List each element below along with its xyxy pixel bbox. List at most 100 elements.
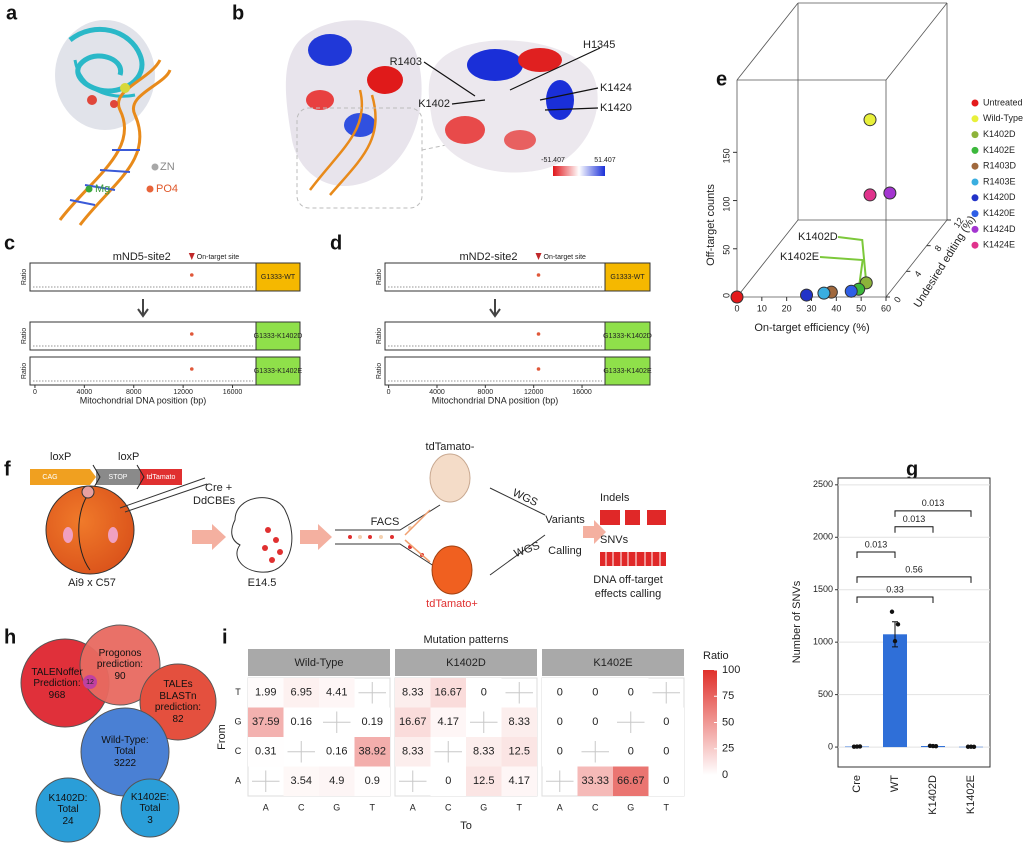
- y-label: Ratio: [376, 363, 383, 379]
- heat-cell: [319, 737, 355, 767]
- y-label: Ratio: [21, 328, 28, 344]
- on-target-marker: [535, 253, 542, 260]
- residue-label: R1403: [390, 56, 422, 68]
- x-tick-label: 12000: [524, 389, 544, 396]
- set-count: 24: [62, 815, 74, 827]
- y-tick-label: 4: [912, 269, 923, 279]
- residue-label: K1402: [418, 98, 450, 110]
- empty-cell-cross: [581, 741, 609, 763]
- set-count: 968: [48, 689, 66, 701]
- empty-cell-cross: [546, 770, 574, 792]
- cell-value: 37.59: [252, 716, 280, 728]
- x-tick-label: 20: [782, 303, 792, 313]
- legend-label: Mg: [95, 183, 110, 195]
- label: tdTamato: [147, 474, 176, 481]
- y-tick-label: 1500: [813, 584, 833, 594]
- x-tick-label: T: [664, 802, 670, 812]
- heat-cell: [248, 737, 284, 767]
- label: STOP: [109, 474, 128, 481]
- empty-cell-cross: [652, 682, 680, 704]
- cell-value: 0: [663, 775, 669, 787]
- track-label-box: [604, 321, 651, 351]
- panel-label: i: [222, 626, 228, 648]
- x-tick-label: C: [298, 802, 305, 812]
- cell-value: 38.92: [358, 746, 386, 758]
- replicate-point: [968, 744, 974, 749]
- cell-value: 66.67: [617, 775, 645, 787]
- empty-cell-cross: [358, 682, 386, 704]
- legend-label: Untreated: [983, 97, 1023, 107]
- legend-swatch: [971, 162, 979, 170]
- legend-label: K1402D: [983, 129, 1016, 139]
- on-target-dot: [189, 332, 194, 336]
- cell-value: 4.17: [509, 775, 530, 787]
- x-tick-label: 0: [33, 389, 37, 396]
- venn-set: Wild-Type: Total 3222: [95, 728, 155, 776]
- heat-cell: [430, 766, 466, 796]
- y-tick-label: 0: [892, 295, 903, 305]
- y-label: Ratio: [21, 363, 28, 379]
- heat-cell: [430, 678, 466, 708]
- y-axis-label: Undesired editing (%): [912, 214, 978, 310]
- z-tick-label: 0: [721, 293, 731, 298]
- panel-label: e: [716, 68, 727, 90]
- venn-set: K1402D: Total 24: [43, 790, 93, 830]
- facet-title: Wild-Type: [295, 657, 344, 669]
- bar: [883, 634, 907, 748]
- marker-label: On-target site: [197, 254, 240, 261]
- annotation-line: [837, 236, 868, 283]
- cell-value: 0: [663, 746, 669, 758]
- cell-value: 0.16: [326, 746, 347, 758]
- cell-value: 0: [628, 687, 634, 699]
- x-axis-label: Mitochondrial DNA position (bp): [432, 395, 559, 405]
- cell-value: 0: [592, 716, 598, 728]
- label: CAG: [42, 474, 57, 481]
- heat-cell: [542, 678, 578, 708]
- heat-cell: [354, 766, 390, 796]
- point: [800, 288, 814, 302]
- x-tick-label: Cre: [851, 775, 863, 793]
- legend-label: ZN: [160, 161, 175, 173]
- heat-cell: [395, 737, 431, 767]
- point: [863, 113, 877, 127]
- track-label-box: [604, 262, 651, 292]
- set-name: TALENoffer Prediction:: [31, 666, 83, 690]
- heat-cell: [319, 766, 355, 796]
- heat-cell: [283, 707, 319, 737]
- legend-swatch: [971, 210, 979, 218]
- colorbar-tick-label: 50: [722, 716, 734, 728]
- label: Cre +: [205, 482, 232, 494]
- cell-value: 0.19: [362, 716, 383, 728]
- heat-cell: [466, 737, 502, 767]
- panel-label: b: [232, 2, 244, 24]
- cell-value: 12.5: [473, 775, 494, 787]
- point: [883, 186, 897, 200]
- heat-cell: [248, 678, 284, 708]
- cell-value: 0: [663, 716, 669, 728]
- y-label: Ratio: [21, 269, 28, 285]
- heat-cell: [613, 737, 649, 767]
- y-axis-label: Number of SNVs: [791, 580, 803, 663]
- x-tick-label: G: [333, 802, 340, 812]
- empty-cell-cross: [252, 770, 280, 792]
- empty-cell-cross: [505, 682, 533, 704]
- significance-bracket: [894, 526, 934, 533]
- label: SNVs: [600, 534, 629, 546]
- colorbar: [703, 670, 717, 775]
- track: [29, 262, 257, 292]
- x-tick-label: 40: [831, 303, 841, 313]
- track-label: G1333-WT: [261, 274, 296, 281]
- venn-set: TALEs BLASTn prediction: 82: [148, 676, 208, 728]
- x-tick-label: 16000: [223, 389, 243, 396]
- empty-cell-cross: [287, 741, 315, 763]
- y-label: Ratio: [376, 269, 383, 285]
- plot-frame: [837, 477, 991, 768]
- z-tick-label: 50: [721, 245, 731, 255]
- cell-value: 8.33: [402, 687, 423, 699]
- label: effects calling: [595, 588, 661, 600]
- label: DdCBEs: [193, 495, 236, 507]
- x-tick-label: G: [627, 802, 634, 812]
- venn-circles: [20, 624, 217, 843]
- x-tick-label: 8000: [126, 389, 142, 396]
